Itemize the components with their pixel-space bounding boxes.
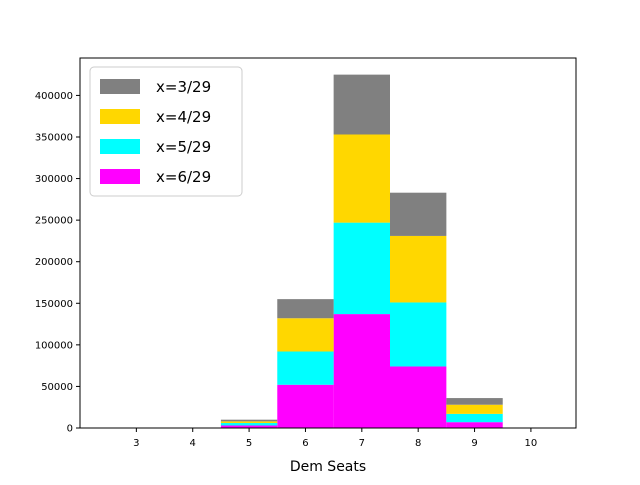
- legend-label: x=4/29: [156, 108, 211, 126]
- bar-segment: [220, 425, 278, 428]
- y-tick-label: 250000: [35, 216, 73, 227]
- x-tick-label: 8: [415, 438, 421, 449]
- legend-box: [89, 66, 243, 197]
- legend-label: x=3/29: [156, 78, 211, 96]
- x-axis-label: Dem Seats: [290, 459, 366, 475]
- x-axis: 3 4 5 6 7 8 9 10: [133, 428, 537, 449]
- bar-segment: [333, 74, 390, 135]
- legend-label: x=5/29: [156, 138, 211, 156]
- bars-layer: [220, 74, 503, 428]
- legend: x=3/29 x=4/29 x=5/29 x=6/29: [89, 66, 243, 197]
- y-tick-label: 150000: [35, 299, 73, 310]
- plot-frame: [79, 57, 577, 429]
- bar-segment: [220, 419, 278, 422]
- legend-swatch: [100, 79, 140, 94]
- bar-segment: [220, 421, 278, 424]
- bar-segment: [390, 302, 447, 367]
- y-tick-label: 200000: [35, 257, 73, 268]
- y-tick-label: 350000: [35, 132, 73, 143]
- series-x-3-29: [220, 74, 503, 422]
- x-tick-label: 4: [190, 438, 196, 449]
- bar-segment: [333, 134, 390, 223]
- x-tick-label: 3: [133, 438, 139, 449]
- y-tick-label: 300000: [35, 174, 73, 185]
- bar-segment: [446, 404, 503, 414]
- legend-swatch: [100, 139, 140, 154]
- y-tick-label: 100000: [35, 340, 73, 351]
- series-x-6-29: [220, 314, 503, 428]
- bar-segment: [333, 222, 390, 315]
- y-tick-label: 400000: [35, 91, 73, 102]
- x-tick-label: 5: [246, 438, 252, 449]
- bar-segment: [220, 423, 278, 426]
- bar-segment: [277, 351, 334, 385]
- x-tick-label: 10: [525, 438, 538, 449]
- bar-segment: [390, 366, 447, 428]
- series-x-4-29: [220, 134, 503, 424]
- bar-segment: [277, 384, 334, 428]
- y-axis: 0 50000 100000 150000 200000 250000 300000 3500…: [35, 91, 80, 435]
- bar-segment: [446, 398, 503, 405]
- bar-segment: [277, 299, 334, 319]
- x-tick-label: 9: [471, 438, 477, 449]
- series-x-5-29: [220, 222, 503, 426]
- bar-segment: [390, 192, 447, 236]
- legend-label: x=6/29: [156, 168, 211, 186]
- bar-segment: [446, 413, 503, 423]
- legend-swatch: [100, 169, 140, 184]
- bar-segment: [277, 318, 334, 352]
- y-tick-label: 0: [67, 424, 73, 435]
- legend-swatch: [100, 109, 140, 124]
- bar-segment: [333, 314, 390, 428]
- bar-segment: [390, 235, 447, 303]
- y-tick-label: 50000: [41, 382, 73, 393]
- x-tick-label: 7: [359, 438, 365, 449]
- x-tick-label: 6: [302, 438, 308, 449]
- bar-segment: [446, 422, 503, 428]
